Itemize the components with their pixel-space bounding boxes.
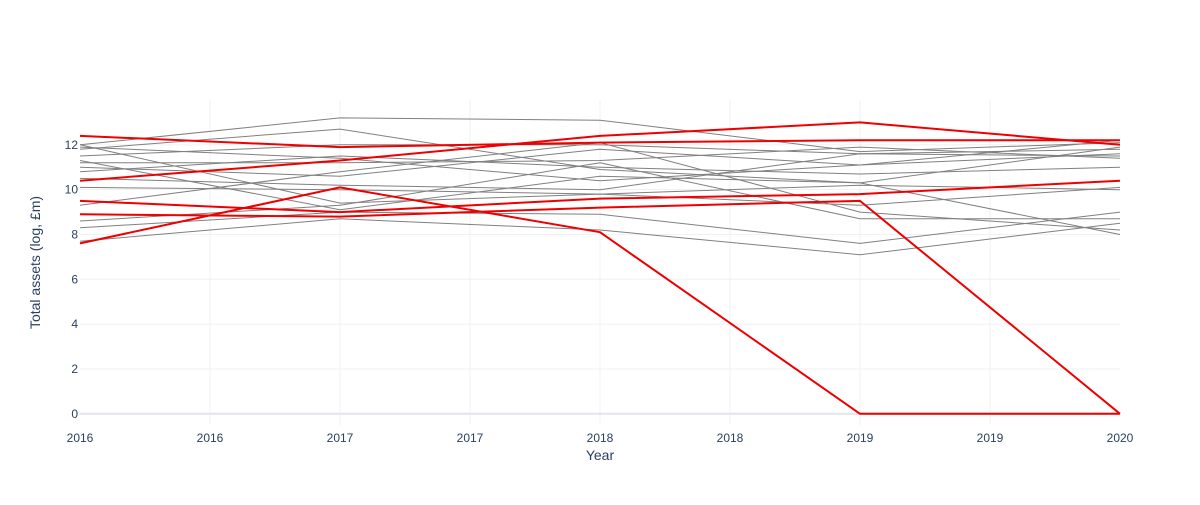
y-tick-label: 6	[71, 272, 78, 286]
x-tick-label: 2018	[717, 431, 744, 445]
y-tick-label: 4	[71, 317, 78, 331]
x-tick-label: 2019	[847, 431, 874, 445]
background-series-line	[79, 139, 1121, 182]
y-tick-label: 10	[65, 183, 79, 197]
background-series-line	[79, 128, 1121, 184]
background-series-lines	[79, 117, 1121, 256]
highlighted-series-line	[79, 186, 1120, 415]
x-tick-label: 2016	[67, 431, 94, 445]
x-tick-label: 2016	[197, 431, 224, 445]
highlighted-series-line	[79, 199, 1121, 415]
background-series-line	[79, 144, 1121, 157]
background-series-line	[79, 148, 1121, 177]
y-tick-label: 2	[71, 362, 78, 376]
background-series-line	[79, 162, 1120, 222]
background-series-line	[79, 218, 1121, 256]
background-series-line	[79, 117, 1121, 153]
x-tick-label: 2020	[1107, 431, 1134, 445]
y-tick-label: 12	[65, 138, 79, 152]
x-tick-label: 2017	[327, 431, 354, 445]
background-series-line	[79, 211, 1121, 244]
x-tick-label: 2019	[977, 431, 1004, 445]
x-axis-title: Year	[586, 447, 615, 463]
highlighted-series-line	[79, 121, 1121, 182]
x-tick-label: 2018	[587, 431, 614, 445]
x-axis-tick-labels: 2016 2016 2017 2017 2018 2018 2019 2019 2020	[67, 431, 1134, 445]
y-axis-title: Total assets (log, £m)	[27, 196, 43, 329]
y-axis-tick-labels: 0 2 4 6 8 10 12	[65, 138, 79, 421]
grid-lines	[80, 100, 1120, 425]
highlighted-series-line	[79, 179, 1121, 214]
background-series-line	[79, 160, 1121, 235]
x-tick-label: 2017	[457, 431, 484, 445]
background-series-line	[80, 146, 1121, 164]
background-series-line	[79, 144, 1121, 206]
background-series-line	[79, 155, 1121, 175]
highlighted-series-line	[79, 134, 1120, 149]
y-tick-label: 8	[71, 227, 78, 241]
y-tick-label: 0	[71, 407, 78, 421]
highlighted-series-lines	[79, 121, 1121, 415]
